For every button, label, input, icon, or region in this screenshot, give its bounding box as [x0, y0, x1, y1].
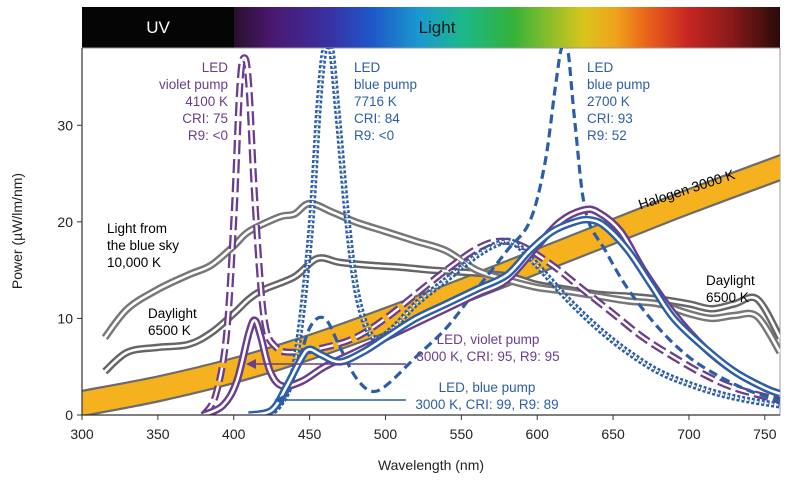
- annotation-line: 6500 K: [148, 323, 191, 338]
- annotation-led-violet-3000: LED, violet pump 3000 K, CRI: 95, R9: 95: [416, 332, 559, 364]
- annotation-line: LED: [587, 60, 614, 75]
- series-led-blue-3000: [248, 215, 780, 415]
- arrow-head-blue-3000: [274, 395, 284, 405]
- axis-ticks: 300 350 400 450 500 550 600 650 700 750 0 10 20 30: [57, 117, 776, 442]
- annotation-line: 10,000 K: [107, 255, 161, 270]
- annotation-line: 2700 K: [587, 94, 630, 109]
- x-axis-title: Wavelength (nm): [378, 457, 484, 473]
- series-line: [263, 48, 780, 415]
- y-axis-title: Power (µW/lm/nm): [9, 173, 25, 289]
- series-led-blue-2700: [263, 48, 780, 415]
- annotation-daylight-left: Daylight 6500 K: [148, 306, 197, 338]
- annotation-line: R9: <0: [354, 128, 394, 143]
- annotation-line: 3000 K, CRI: 99, R9: 89: [415, 397, 558, 412]
- annotation-led-blue-2700: LED blue pump 2700 K CRI: 93 R9: 52: [587, 60, 650, 143]
- x-tick-label: 750: [753, 426, 777, 442]
- annotation-led-blue-7716: LED blue pump 7716 K CRI: 84 R9: <0: [354, 60, 417, 143]
- series-blue-sky: [101, 199, 780, 355]
- x-tick-label: 300: [70, 426, 94, 442]
- series-daylight: [102, 254, 780, 375]
- annotation-line: Light from: [107, 221, 167, 236]
- x-tick-label: 600: [526, 426, 550, 442]
- series-led-blue-7716: [262, 48, 780, 415]
- series-led-violet-4100: [200, 54, 780, 415]
- spectrum-band: UV Light: [82, 7, 780, 48]
- annotation-line: the blue sky: [107, 238, 179, 253]
- annotation-line: R9: <0: [188, 128, 228, 143]
- annotation-line: 7716 K: [354, 94, 397, 109]
- x-tick-label: 350: [146, 426, 170, 442]
- visible-light-band: [234, 7, 780, 48]
- annotation-line: blue pump: [354, 77, 417, 92]
- annotation-led-blue-3000: LED, blue pump 3000 K, CRI: 99, R9: 89: [415, 380, 558, 412]
- series-line-inner: [248, 218, 780, 415]
- arrow-head-violet-3000: [246, 359, 256, 369]
- annotation-line: CRI: 93: [587, 111, 633, 126]
- series-layer: [82, 48, 780, 415]
- y-tick-label: 10: [57, 310, 73, 326]
- x-tick-label: 650: [601, 426, 625, 442]
- annotation-line: LED, violet pump: [437, 332, 540, 347]
- annotation-line: Daylight: [706, 273, 755, 288]
- series-line-inner: [103, 256, 780, 373]
- annotation-line: CRI: 75: [182, 111, 228, 126]
- annotation-arrows: [246, 359, 406, 405]
- x-tick-label: 700: [677, 426, 701, 442]
- x-tick-label: 500: [374, 426, 398, 442]
- annotation-line: LED, blue pump: [439, 380, 536, 395]
- annotation-daylight-right: Daylight 6500 K: [706, 273, 755, 305]
- annotation-line: CRI: 84: [354, 111, 400, 126]
- uv-band: [82, 7, 234, 48]
- y-tick-label: 20: [57, 214, 73, 230]
- series-line-inner: [103, 202, 780, 353]
- x-tick-label: 400: [222, 426, 246, 442]
- annotation-line: LED: [354, 60, 381, 75]
- annotation-blue-sky: Light from the blue sky 10,000 K: [107, 221, 179, 270]
- annotation-led-violet-4100: LED violet pump 4100 K CRI: 75 R9: <0: [159, 60, 228, 143]
- y-tick-label: 0: [65, 407, 73, 423]
- series-line-inner: [202, 56, 780, 415]
- light-band-label: Light: [419, 18, 456, 37]
- annotation-line: 4100 K: [185, 94, 228, 109]
- x-tick-label: 550: [450, 426, 474, 442]
- annotation-line: R9: 52: [587, 128, 627, 143]
- x-tick-label: 450: [298, 426, 322, 442]
- annotation-line: violet pump: [159, 77, 228, 92]
- annotation-line: LED: [202, 60, 229, 75]
- uv-band-label: UV: [146, 18, 170, 37]
- plot-area: [81, 47, 781, 416]
- annotation-line: 6500 K: [706, 290, 749, 305]
- annotation-line: 3000 K, CRI: 95, R9: 95: [416, 349, 559, 364]
- annotation-line: blue pump: [587, 77, 650, 92]
- y-tick-label: 30: [57, 117, 73, 133]
- series-line-inner: [263, 48, 780, 415]
- annotation-line: Daylight: [148, 306, 197, 321]
